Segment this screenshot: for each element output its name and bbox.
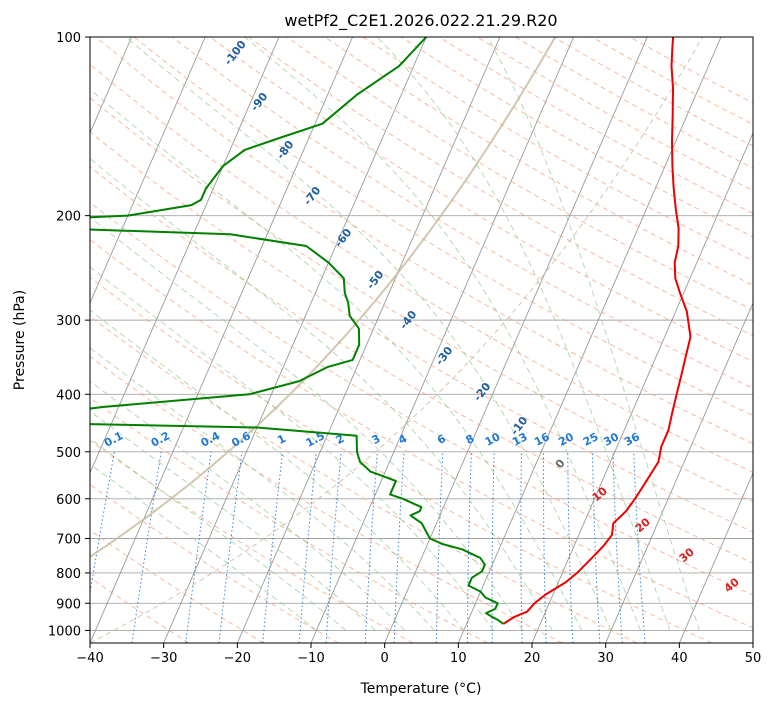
isotherm-line xyxy=(163,37,427,643)
mixing-ratio-label: 20 xyxy=(556,430,576,449)
mixing-ratio-label: 30 xyxy=(601,430,621,449)
temperature-profile xyxy=(502,37,692,625)
mixing-ratio-line xyxy=(325,451,342,643)
isotherm-line xyxy=(90,37,206,305)
x-tick-label: 40 xyxy=(671,651,688,666)
mixing-ratio-line xyxy=(262,451,284,643)
moist-adiabat-line xyxy=(90,347,435,631)
mixing-ratio-lines xyxy=(90,451,646,643)
moist-adiabat-line xyxy=(244,37,642,631)
dewpoint-profile xyxy=(90,37,504,625)
y-tick-label: 1000 xyxy=(48,624,81,639)
mixing-ratio-line xyxy=(612,451,623,643)
x-tick-label: 10 xyxy=(450,651,467,666)
y-tick-label: 100 xyxy=(56,31,81,46)
isotherm-line xyxy=(531,131,753,643)
isotherm-line xyxy=(90,37,354,643)
dry-adiabats xyxy=(90,37,753,643)
isotherm-line xyxy=(605,301,753,643)
x-tick-label: 30 xyxy=(597,651,614,666)
y-tick-label: 500 xyxy=(56,446,81,461)
mixing-ratio-label: 36 xyxy=(622,430,642,449)
x-tick-label: 20 xyxy=(524,651,541,666)
dry-adiabat-line xyxy=(90,315,638,643)
dry-adiabat-line xyxy=(90,355,563,643)
y-tick-label: 600 xyxy=(56,493,81,508)
dry-adiabat-line xyxy=(90,131,753,533)
mixing-ratio-line xyxy=(218,451,243,643)
y-axis-label: Pressure (hPa) xyxy=(12,290,28,390)
isotherm-line xyxy=(457,37,722,643)
dry-adiabat-line xyxy=(90,397,488,643)
pressure-gridlines xyxy=(90,37,753,631)
moist-adiabat-line xyxy=(90,309,465,631)
mixing-ratio-line xyxy=(364,451,378,643)
mixing-ratio-line xyxy=(298,451,317,643)
moist-adiabat-line xyxy=(90,380,406,631)
mixing-ratio-line xyxy=(592,451,601,643)
dry-adiabat-line xyxy=(90,484,339,643)
axis-ticks: −40 −30 −20 −10 0 10 20 30 40 50 100 200 300 400 500 60… xyxy=(48,31,761,666)
dry-adiabat-line xyxy=(90,63,753,473)
dry-adiabat-line xyxy=(286,37,753,311)
isotherm-line xyxy=(236,37,501,643)
y-tick-label: 200 xyxy=(56,210,81,225)
moist-adiabat-line xyxy=(90,216,524,631)
dry-adiabat-line xyxy=(133,37,753,417)
mixing-ratio-label: 13 xyxy=(510,430,530,449)
isotherm-line xyxy=(384,37,648,643)
moist-adiabat-line xyxy=(90,410,376,631)
mixing-ratio-line xyxy=(393,451,405,643)
reference-curve xyxy=(90,37,703,643)
mixing-ratio-line xyxy=(633,451,646,643)
dry-adiabat-line xyxy=(90,439,414,643)
sounding-profiles xyxy=(90,37,692,625)
dry-adiabat-line xyxy=(90,276,712,643)
moist-adiabat-line xyxy=(90,158,553,631)
chart-title: wetPf2_C2E1.2026.022.21.29.R20 xyxy=(284,11,557,31)
x-tick-label: −30 xyxy=(150,651,177,666)
mixing-ratio-label: 10 xyxy=(483,430,503,449)
dry-adiabat-line xyxy=(90,166,753,564)
moist-adiabat-line xyxy=(487,37,700,631)
x-tick-label: 0 xyxy=(381,651,389,666)
moist-adiabat-line xyxy=(90,463,317,631)
dry-adiabat-line xyxy=(210,37,753,363)
y-tick-label: 400 xyxy=(56,388,81,403)
y-tick-label: 900 xyxy=(56,597,81,612)
y-tick-label: 700 xyxy=(56,533,81,548)
x-tick-label: −10 xyxy=(297,651,324,666)
x-tick-label: −20 xyxy=(224,651,251,666)
reference-curves xyxy=(90,37,703,643)
isotherm-line xyxy=(678,471,753,643)
mixing-ratio-label: 16 xyxy=(532,430,552,449)
moist-adiabats xyxy=(90,37,700,631)
mixing-ratio-line xyxy=(185,451,212,643)
x-axis-label: Temperature (°C) xyxy=(360,681,482,697)
x-tick-label: 50 xyxy=(745,651,762,666)
y-tick-label: 300 xyxy=(56,314,81,329)
moist-adiabat-line xyxy=(90,266,494,631)
y-tick-label: 800 xyxy=(56,567,81,582)
plot-area: -100-90-80-70-60-50-40-30-20-10010203040… xyxy=(90,37,753,643)
x-tick-label: −40 xyxy=(76,651,103,666)
moist-adiabat-line xyxy=(125,37,612,631)
dry-adiabat-line xyxy=(90,202,753,596)
moist-adiabat-line xyxy=(376,37,671,631)
mixing-ratio-label: 25 xyxy=(581,430,601,449)
isotherm-line xyxy=(90,37,280,475)
reference-curve xyxy=(90,37,557,558)
dry-adiabat-line xyxy=(90,238,753,629)
plot-frame xyxy=(89,36,754,644)
